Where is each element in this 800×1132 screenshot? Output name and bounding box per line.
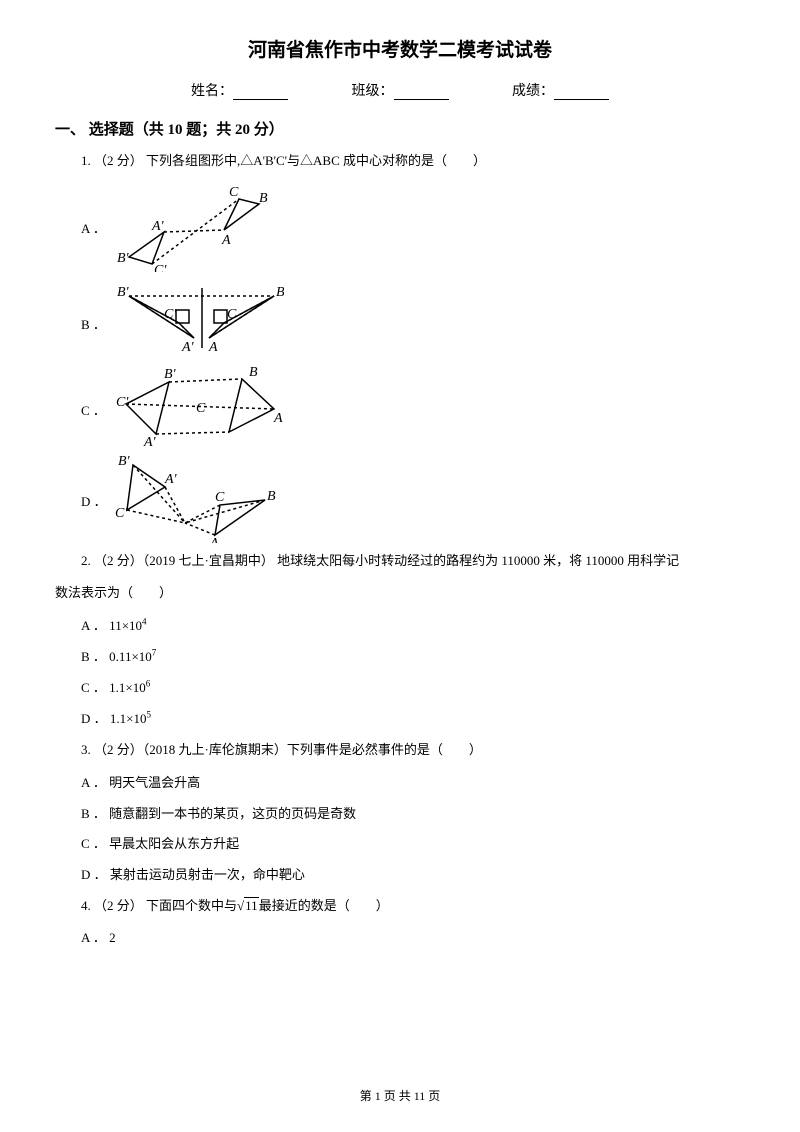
q3-option-c: C ． 早晨太阳会从东方升起 — [55, 832, 745, 857]
svg-text:A': A' — [151, 219, 165, 234]
q3-option-b: B ． 随意翻到一本书的某页，这页的页码是奇数 — [55, 802, 745, 827]
svg-text:C: C — [229, 185, 239, 200]
svg-text:B': B' — [164, 367, 177, 382]
svg-text:A: A — [209, 536, 219, 543]
q3-option-d: D ． 某射击运动员射击一次，命中靶心 — [55, 863, 745, 888]
q1-opt-b-label: B ． — [81, 278, 106, 338]
class-blank — [394, 86, 449, 100]
q1-option-b: B ． B' C' A' B C A — [55, 278, 745, 358]
q1-option-c: C ． C' B' A' C B A — [55, 364, 745, 449]
svg-text:B: B — [276, 285, 284, 300]
svg-text:A: A — [221, 233, 231, 248]
q1-option-a: A ． B' A' C' A B C — [55, 182, 745, 272]
svg-text:B': B' — [117, 285, 130, 300]
svg-text:A': A' — [181, 340, 195, 355]
svg-text:C': C' — [116, 395, 129, 410]
q3-option-a: A ． 明天气温会升高 — [55, 771, 745, 796]
q1-opt-d-label: D ． — [81, 455, 107, 515]
svg-text:C': C' — [164, 307, 177, 322]
q2-option-d: D ． 1.1×105 — [55, 707, 745, 732]
score-label: 成绩： — [512, 84, 554, 99]
q1-figure-d: B' A' C' B C A — [115, 455, 280, 543]
svg-text:C: C — [215, 490, 225, 505]
svg-text:A: A — [208, 340, 218, 355]
svg-text:A: A — [273, 411, 283, 426]
q1-figure-a: B' A' C' A B C — [114, 182, 269, 272]
question-4: 4. （2 分） 下面四个数中与√11最接近的数是（ ） — [55, 894, 745, 919]
q2-option-a: A ． 11×104 — [55, 614, 745, 639]
q1-figure-b: B' C' A' B C A — [114, 278, 284, 358]
name-blank — [233, 86, 288, 100]
svg-text:B': B' — [118, 455, 131, 469]
score-blank — [554, 86, 609, 100]
svg-text:B: B — [267, 489, 276, 504]
q1-opt-a-label: A ． — [81, 182, 106, 242]
svg-text:B: B — [249, 365, 258, 380]
svg-text:B: B — [259, 191, 268, 206]
section-1-header: 一、 选择题（共 10 题；共 20 分） — [55, 118, 745, 139]
question-3: 3. （2 分）（2018 九上·库伦旗期末）下列事件是必然事件的是（ ） — [55, 738, 745, 763]
q1-figure-c: C' B' A' C B A — [114, 364, 289, 449]
q2-option-c: C ． 1.1×106 — [55, 676, 745, 701]
class-label: 班级： — [352, 84, 394, 99]
svg-text:C': C' — [115, 506, 128, 521]
svg-text:B': B' — [117, 251, 130, 266]
page-footer: 第 1 页 共 11 页 — [0, 1087, 800, 1104]
student-info-row: 姓名： 班级： 成绩： — [55, 80, 745, 100]
q2-option-b: B ． 0.11×107 — [55, 645, 745, 670]
q1-option-d: D ． B' A' C' B C A — [55, 455, 745, 543]
svg-text:C: C — [227, 307, 237, 322]
question-1: 1. （2 分） 下列各组图形中,△A'B'C'与△ABC 成中心对称的是（ ） — [55, 149, 745, 174]
svg-text:C: C — [196, 401, 206, 416]
question-2-line2: 数法表示为（ ） — [55, 581, 745, 606]
q4-option-a: A ． 2 — [55, 926, 745, 951]
svg-text:A': A' — [164, 472, 178, 487]
q1-opt-c-label: C ． — [81, 364, 106, 424]
question-2: 2. （2 分）（2019 七上·宜昌期中） 地球绕太阳每小时转动经过的路程约为… — [55, 549, 745, 574]
name-label: 姓名： — [191, 84, 233, 99]
svg-text:A': A' — [143, 435, 157, 449]
svg-text:C': C' — [154, 263, 167, 272]
exam-title: 河南省焦作市中考数学二模考试试卷 — [55, 35, 745, 62]
